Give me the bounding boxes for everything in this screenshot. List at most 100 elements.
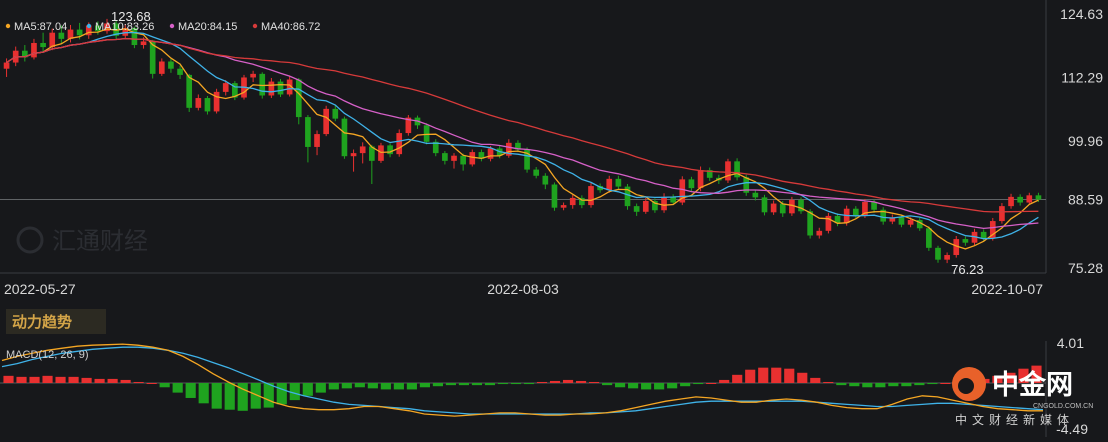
- candle-body: [250, 73, 256, 78]
- macd-histogram-bar: [849, 383, 860, 387]
- candle-body: [551, 184, 558, 208]
- macd-histogram-bar: [224, 383, 235, 410]
- macd-histogram-bar: [1005, 372, 1016, 383]
- candle: [524, 147, 530, 173]
- macd-histogram-bar: [81, 377, 92, 383]
- candle-body: [286, 79, 293, 95]
- candle: [798, 197, 804, 214]
- macd-histogram-bar: [289, 383, 300, 401]
- macd-histogram-bar: [680, 383, 691, 387]
- candle-body: [862, 202, 868, 216]
- candle: [816, 227, 823, 239]
- price-tick-label: 88.59: [1068, 191, 1103, 207]
- brand-domain: CNGOLD.COM.CN: [1033, 403, 1093, 410]
- macd-axis: 4.01 -4.49: [1056, 335, 1088, 437]
- macd-histogram-bar: [237, 383, 248, 411]
- candle-body: [350, 153, 357, 157]
- candle-body: [789, 199, 795, 214]
- candle-body: [916, 220, 923, 229]
- ma10-line: [6, 31, 1039, 240]
- candle: [989, 217, 996, 241]
- candle-body: [432, 141, 439, 154]
- macd-histogram-bar: [341, 383, 352, 389]
- macd-histogram-bar: [94, 378, 105, 383]
- candle-body: [222, 83, 229, 92]
- macd-histogram-bar: [367, 383, 378, 389]
- candle-body: [579, 197, 585, 206]
- candle: [1008, 193, 1014, 209]
- date-axis: 2022-05-27 2022-08-03 2022-10-07: [4, 281, 1043, 297]
- macd-histogram-bar: [732, 374, 743, 383]
- candle-body: [980, 231, 987, 239]
- candle-body: [295, 79, 302, 118]
- candle-body: [168, 61, 174, 69]
- candle-body: [423, 125, 430, 142]
- moving-average-lines: [6, 28, 1039, 250]
- macd-histogram-bar: [654, 383, 665, 390]
- macd-histogram-bar: [120, 379, 131, 383]
- candle-body: [798, 199, 804, 212]
- candle-body: [177, 68, 183, 75]
- price-annotations: 123.68 76.23: [111, 9, 984, 277]
- candle: [560, 202, 567, 211]
- macd-histogram-bar: [16, 376, 27, 383]
- candle: [862, 198, 868, 218]
- candle-body: [122, 28, 129, 36]
- candle: [642, 197, 649, 214]
- candle-body: [1008, 196, 1014, 207]
- macd-histogram-bar: [797, 372, 808, 383]
- macd-plot: [0, 343, 1046, 417]
- candle: [953, 235, 960, 258]
- candle: [295, 77, 302, 125]
- candle: [533, 167, 540, 179]
- macd-histogram-bar: [133, 381, 144, 383]
- candle: [807, 209, 813, 239]
- legend-marker: [252, 23, 258, 29]
- price-tick-label: 112.29: [1061, 70, 1103, 86]
- candle-body: [277, 81, 284, 95]
- candle: [222, 80, 229, 96]
- macd-histogram-bar: [784, 368, 795, 383]
- candle-body: [652, 200, 658, 211]
- macd-histogram-bar: [602, 383, 613, 386]
- candle-body: [542, 175, 549, 185]
- macd-title: MACD(12, 26, 9): [6, 349, 89, 361]
- candle-body: [606, 178, 613, 191]
- candle: [962, 236, 969, 246]
- candle: [451, 153, 457, 169]
- candle: [3, 58, 10, 77]
- candle-body: [944, 255, 950, 260]
- candle: [999, 203, 1005, 224]
- candle-body: [706, 170, 713, 178]
- candle: [1017, 194, 1024, 206]
- candle-body: [633, 206, 640, 212]
- candle-body: [259, 73, 266, 96]
- candle-body: [642, 200, 649, 212]
- macd-histogram-bar: [940, 383, 951, 384]
- candle: [31, 38, 37, 60]
- brand-name: 中金网: [992, 369, 1073, 400]
- candle-body: [378, 145, 384, 161]
- macd-histogram-bar: [159, 383, 170, 388]
- candle: [478, 149, 485, 162]
- macd-histogram-bar: [458, 383, 470, 386]
- watermark-logo-icon: [16, 226, 44, 254]
- macd-histogram-bar: [250, 383, 261, 409]
- price-axis: 124.63 112.29 99.96 88.59 75.28: [1060, 6, 1103, 276]
- candle-body: [131, 28, 138, 46]
- candle: [761, 194, 768, 216]
- candle-body: [396, 133, 403, 155]
- candle: [213, 88, 220, 114]
- min-price-annotation: 76.23: [951, 262, 984, 277]
- candle-body: [661, 196, 667, 211]
- candle: [131, 26, 138, 49]
- section-label: 动力趋势: [6, 309, 106, 334]
- candle-body: [478, 152, 485, 159]
- watermark-text: 汇通财经: [52, 228, 148, 255]
- candle-body: [926, 228, 932, 248]
- candle-body: [21, 50, 28, 58]
- candle-body: [816, 230, 823, 236]
- candle-body: [515, 142, 521, 150]
- candle: [588, 182, 594, 208]
